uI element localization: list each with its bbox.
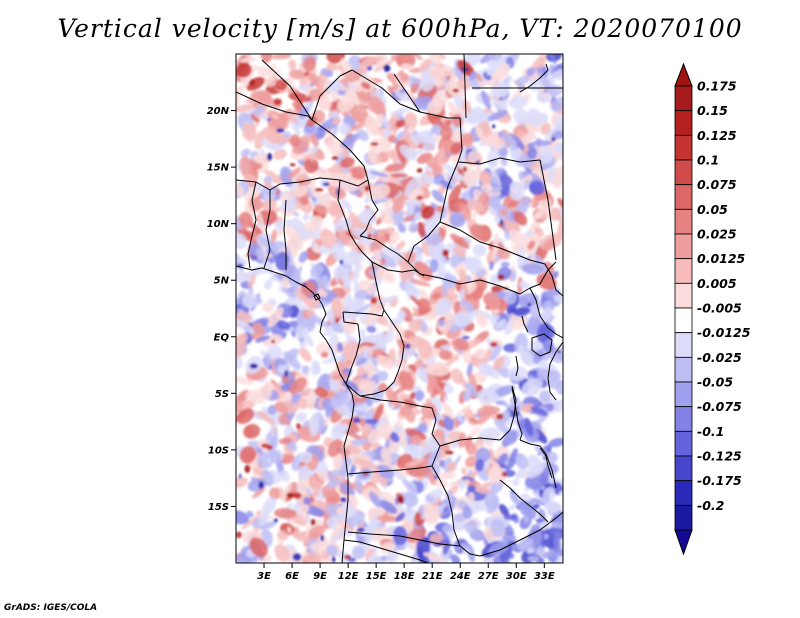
colorbar-label: 0.05 xyxy=(697,202,728,217)
colorbar-label: -0.0125 xyxy=(697,325,751,340)
colorbar-label: -0.005 xyxy=(697,301,742,316)
latitude-axis: 20N 15N 10N 5N EQ 5S 10S 15S xyxy=(207,106,236,513)
longitude-axis: 3E 6E 9E 12E 15E 18E 21E 24E 27E 30E 33E xyxy=(257,563,555,582)
colorbar-swatch xyxy=(674,307,693,334)
colorbar-label: 0.175 xyxy=(697,79,737,94)
lon-tick-label: 18E xyxy=(394,571,415,582)
country-borders xyxy=(236,54,563,563)
lon-tick-label: 15E xyxy=(366,571,387,582)
colorbar: 0.175 0.15 0.125 0.1 0.075 0.05 0.025 0.0125 0.0… xyxy=(674,62,751,556)
colorbar-label: -0.175 xyxy=(697,473,742,488)
lon-tick-label: 33E xyxy=(534,571,555,582)
coastline-atlantic xyxy=(319,303,355,563)
lat-tick-label: 10N xyxy=(207,219,230,230)
lake-albert xyxy=(521,315,529,333)
colorbar-label: -0.025 xyxy=(697,350,742,365)
colorbar-swatch xyxy=(674,504,693,531)
colorbar-swatch xyxy=(674,282,693,309)
colorbar-bottom-arrow xyxy=(674,529,693,556)
lat-tick-label: 10S xyxy=(208,445,229,456)
lon-tick-label: 27E xyxy=(478,571,499,582)
lon-tick-label: 3E xyxy=(257,571,271,582)
lake-malawi xyxy=(539,447,553,479)
lon-tick-label: 9E xyxy=(313,571,327,582)
lat-tick-label: 15S xyxy=(208,502,229,513)
colorbar-top-arrow xyxy=(674,62,693,87)
lat-tick-label: 15N xyxy=(207,163,230,174)
colorbar-swatch xyxy=(674,184,693,210)
colorbar-label: 0.075 xyxy=(697,177,737,192)
colorbar-label: 0.005 xyxy=(697,276,737,291)
red-sea-coast xyxy=(519,63,549,93)
colorbar-swatch xyxy=(674,356,693,383)
colorbar-swatch xyxy=(674,159,693,186)
colorbar-label: 0.1 xyxy=(697,153,719,168)
colorbar-label: -0.1 xyxy=(697,424,724,439)
map-frame xyxy=(235,53,564,564)
lat-tick-label: 5N xyxy=(214,276,230,287)
lake-victoria xyxy=(531,333,553,357)
colorbar-label: -0.125 xyxy=(697,449,742,464)
lon-tick-label: 24E xyxy=(450,571,471,582)
colorbar-label: 0.125 xyxy=(697,128,737,143)
lat-tick-label: 5S xyxy=(215,389,229,400)
colorbar-label: -0.075 xyxy=(697,399,742,414)
colorbar-swatch xyxy=(674,430,693,457)
colorbar-swatch xyxy=(674,480,693,506)
colorbar-swatch xyxy=(674,258,693,284)
colorbar-swatch xyxy=(674,381,693,408)
lake-tanganyika xyxy=(511,387,523,441)
lon-tick-label: 12E xyxy=(338,571,359,582)
colorbar-label: -0.2 xyxy=(697,498,724,513)
colorbar-label: 0.0125 xyxy=(697,251,746,266)
colorbar-swatch xyxy=(674,85,693,112)
lat-tick-label: EQ xyxy=(214,332,230,343)
lon-tick-label: 21E xyxy=(422,571,443,582)
grads-credit: GrADS: IGES/COLA xyxy=(4,603,98,613)
colorbar-label: 0.15 xyxy=(697,103,728,118)
colorbar-swatch xyxy=(674,110,693,136)
colorbar-swatch xyxy=(674,134,693,161)
velocity-field xyxy=(236,54,563,563)
lon-tick-label: 6E xyxy=(285,571,299,582)
chart-title: Vertical velocity [m/s] at 600hPa, VT: 2… xyxy=(57,14,743,43)
colorbar-swatch xyxy=(674,455,693,482)
colorbar-label: 0.025 xyxy=(697,227,737,242)
colorbar-swatch xyxy=(674,406,693,432)
colorbar-swatch xyxy=(674,208,693,235)
colorbar-swatch xyxy=(674,332,693,358)
lake-kivu xyxy=(515,355,519,377)
lat-tick-label: 20N xyxy=(207,106,230,117)
colorbar-label: -0.05 xyxy=(697,375,733,390)
bioko-island xyxy=(313,293,321,301)
colorbar-swatch xyxy=(674,233,693,260)
lon-tick-label: 30E xyxy=(506,571,527,582)
